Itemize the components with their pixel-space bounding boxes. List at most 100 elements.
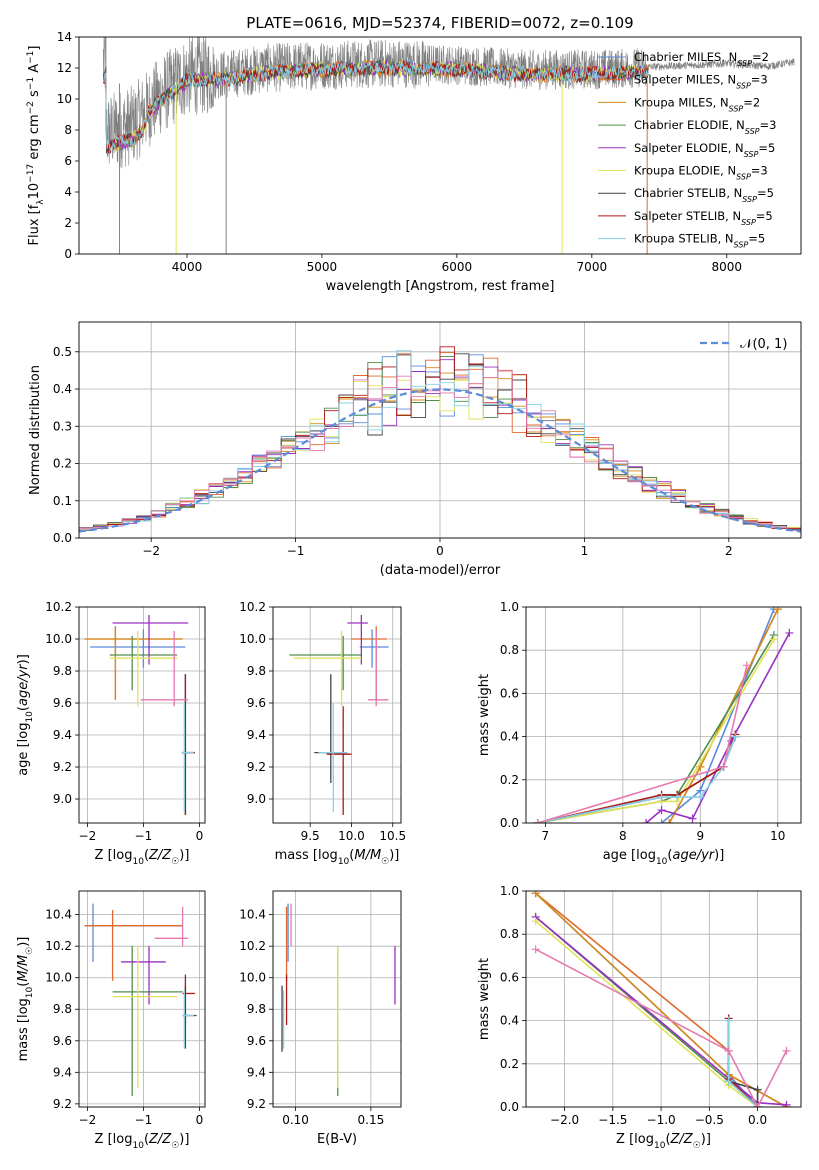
x-tick-label: −2 [79,829,97,843]
x-tick-label: 7000 [577,260,608,274]
y-tick-label: 0.0 [53,531,72,545]
y-tick-label: 8 [64,123,72,137]
age_vs_mass-plot-area [289,615,389,815]
y-tick-label: 0.4 [500,1014,519,1028]
model-spectrum [102,60,649,151]
y-axis-label: mass weight [477,674,492,756]
legend-entry: Kroupa STELIB, NSSP=5 [634,232,765,250]
y-axis-label: Normed distribution [28,365,43,495]
legend-entry: Salpeter STELIB, NSSP=5 [634,209,773,227]
y-tick-label: 10.2 [239,939,266,953]
y-tick-label: 9.0 [247,792,266,806]
axes-frame [78,36,802,255]
x-tick-label: −1.5 [598,1113,627,1127]
data-point-marker [742,661,751,670]
data-point-marker [724,1077,733,1086]
y-tick-label: 9.4 [247,1065,266,1079]
y-tick-label: 10.0 [45,971,72,985]
x-tick-label: 6000 [442,260,473,274]
x-axis-label: (data-model)/error [380,563,501,578]
y-tick-label: 0.6 [500,686,519,700]
legend-entry: Salpeter MILES, NSSP=3 [634,73,768,91]
mass-weight-line [537,638,775,823]
y-tick-label: 10.0 [239,971,266,985]
y-tick-label: 9.4 [53,1065,72,1079]
y-tick-label: 14 [57,30,72,44]
x-tick-label: 0.10 [282,1113,309,1127]
x-tick-label: 10.0 [338,829,365,843]
age_vs_mass-panel: 9.5 10.0 10.5 9.0 9.2 9.4 9.6 9.8 10.0 10.2 mass [… [239,600,406,867]
x-tick-label: −1 [135,1113,153,1127]
y-tick-label: 9.6 [53,696,72,710]
y-tick-label: 10.4 [45,908,72,922]
x-tick-label: 9 [696,829,704,843]
y-tick-label: 9.2 [247,1097,266,1111]
x-tick-label: −1 [135,829,153,843]
x-tick-label: −0.5 [695,1113,724,1127]
mass_weight_vs_Z-plot-area [531,891,791,1107]
y-tick-label: 12 [57,61,72,75]
y-axis-label: Flux [fλ10−17 erg cm−2 s−1 A−1] [26,46,46,246]
x-tick-label: −1.0 [647,1113,676,1127]
y-tick-label: 9.0 [53,792,72,806]
observed-spectrum [103,37,795,169]
y-tick-label: 10.4 [239,908,266,922]
data-point-marker [782,1100,791,1107]
y-tick-label: 0.5 [53,345,72,359]
y-tick-label: 0.3 [53,419,72,433]
data-point-marker [724,1016,733,1025]
y-tick-label: 10.2 [239,600,266,614]
x-tick-label: 0 [436,544,444,558]
x-axis-label: age [log10(age/yr)] [603,848,725,867]
data-point-marker [533,819,542,823]
legend-entry: Chabrier STELIB, NSSP=5 [634,186,774,204]
residuals-plot-area [79,346,801,538]
y-tick-label: 10.0 [239,632,266,646]
y-tick-label: 9.6 [247,696,266,710]
y-tick-label: 1.0 [500,600,519,614]
y-tick-label: 0.0 [500,1100,519,1114]
mass_weight_vs_Z-panel: −2.0 −1.5 −1.0 −0.5 0.0 0.0 0.2 0.4 0.6 0.8 1.0 Z [… [477,884,802,1151]
data-point-marker [657,793,666,802]
data-point-marker [696,793,705,802]
data-point-marker [657,806,666,815]
legend-entry: Salpeter ELODIE, NSSP=5 [634,141,775,159]
data-point-marker [642,819,651,823]
x-tick-label: 2 [725,544,733,558]
legend-entry: Kroupa ELODIE, NSSP=3 [634,164,768,182]
y-tick-label: 10.0 [45,632,72,646]
data-point-marker [785,628,794,637]
y-tick-label: 9.8 [53,1002,72,1016]
x-tick-label: −2 [142,544,160,558]
data-point-marker [719,762,728,771]
y-tick-label: 9.8 [247,664,266,678]
spectrum-legend: Chabrier MILES, NSSP=2 Salpeter MILES, NS… [598,50,776,249]
y-tick-label: 9.8 [53,664,72,678]
x-axis-label: Z [log10(Z/Z☉)] [95,1132,190,1151]
spectrum-plot-area [102,37,795,254]
data-point-marker [773,607,782,614]
mass_weight_vs_age-panel: 7 8 9 10 0.0 0.2 0.4 0.6 0.8 1.0 age [log10(age/yr… [477,600,802,867]
axes-frame [78,890,206,1108]
y-tick-label: 9.4 [247,728,266,742]
x-tick-label: 5000 [307,260,338,274]
x-tick-label: 7 [542,829,550,843]
mass_vs_ebv-panel: 0.10 0.15 9.2 9.4 9.6 9.8 10.0 10.2 10.4 E(B-V) [239,890,402,1147]
y-tick-label: 0.0 [500,816,519,830]
spectrum-panel: 4000 5000 6000 7000 8000 0 2 4 6 8 10 12 14 wavelengt… [26,30,802,294]
x-tick-label: 0.15 [358,1113,385,1127]
y-tick-label: 9.2 [53,760,72,774]
y-tick-label: 0.2 [500,773,519,787]
x-tick-label: 9.5 [301,829,320,843]
y-axis-label: mass weight [477,958,492,1040]
x-tick-label: 8 [619,829,627,843]
residual-histogram [79,369,801,538]
x-tick-label: 1 [581,544,589,558]
y-tick-label: 0.4 [53,382,72,396]
mass_vs_Z-plot-area [84,903,197,1096]
axes-frame [525,890,802,1108]
data-point-marker [665,819,674,823]
age_vs_Z-plot-area [84,615,195,815]
axes-frame [272,890,402,1108]
y-tick-label: 2 [64,216,72,230]
